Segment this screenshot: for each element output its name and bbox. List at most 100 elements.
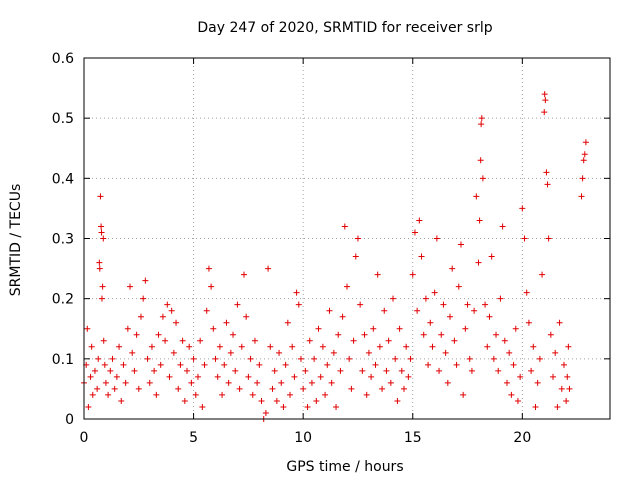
data-point [88, 343, 95, 350]
data-point [100, 235, 107, 242]
data-point [240, 271, 247, 278]
data-point [87, 373, 94, 380]
data-point [151, 367, 158, 374]
data-point [177, 361, 184, 368]
data-point [262, 409, 269, 416]
data-point [135, 385, 142, 392]
data-point [278, 379, 285, 386]
data-point [98, 229, 105, 236]
data-point [542, 97, 549, 104]
data-point [473, 193, 480, 200]
data-point [97, 193, 104, 200]
data-point [317, 373, 324, 380]
data-point [418, 253, 425, 260]
data-point [192, 391, 199, 398]
data-point [414, 307, 421, 314]
data-point [352, 253, 359, 260]
data-point [350, 337, 357, 344]
data-point [101, 361, 108, 368]
y-tick-label: 0.1 [52, 352, 74, 368]
data-point [140, 295, 147, 302]
data-point [422, 295, 429, 302]
data-point [457, 241, 464, 248]
data-point [449, 265, 456, 272]
data-point [525, 319, 532, 326]
data-point [273, 397, 280, 404]
data-points [81, 91, 589, 422]
data-point [488, 253, 495, 260]
data-point [319, 343, 326, 350]
data-point [482, 301, 489, 308]
data-point [197, 337, 204, 344]
data-point [541, 91, 548, 98]
data-point [113, 373, 120, 380]
data-point [131, 367, 138, 374]
data-point [385, 337, 392, 344]
data-point [306, 337, 313, 344]
data-point [478, 121, 485, 128]
data-point [517, 373, 524, 380]
data-point [230, 331, 237, 338]
data-point [304, 403, 311, 410]
data-point [227, 349, 234, 356]
data-point [153, 391, 160, 398]
data-point [479, 175, 486, 182]
data-point [536, 355, 543, 362]
data-point [99, 283, 106, 290]
data-point [578, 193, 585, 200]
data-point [297, 355, 304, 362]
data-point [471, 307, 478, 314]
data-point [558, 385, 565, 392]
data-point [403, 343, 410, 350]
data-point [398, 367, 405, 374]
data-point [118, 397, 125, 404]
data-point [411, 229, 418, 236]
data-point [486, 313, 493, 320]
data-point [363, 391, 370, 398]
data-point [170, 349, 177, 356]
data-point [238, 343, 245, 350]
data-point [282, 361, 289, 368]
data-point [315, 325, 322, 332]
data-point [521, 235, 528, 242]
data-point [354, 235, 361, 242]
data-point [416, 217, 423, 224]
data-point [495, 367, 502, 374]
data-point [194, 373, 201, 380]
data-point [205, 265, 212, 272]
data-point [400, 385, 407, 392]
data-point [497, 295, 504, 302]
data-point [440, 301, 447, 308]
data-point [420, 331, 427, 338]
data-point [580, 157, 587, 164]
data-point [311, 355, 318, 362]
data-point [381, 307, 388, 314]
data-point [181, 397, 188, 404]
y-tick-label: 0.4 [52, 171, 74, 187]
data-point [111, 385, 118, 392]
x-tick-label: 5 [189, 430, 198, 446]
data-point [506, 349, 513, 356]
data-point [120, 361, 127, 368]
data-point [287, 391, 294, 398]
data-point [225, 379, 232, 386]
y-tick-label: 0.5 [52, 111, 74, 127]
data-point [510, 361, 517, 368]
data-point [556, 319, 563, 326]
data-point [133, 331, 140, 338]
data-point [541, 109, 548, 116]
data-point [451, 337, 458, 344]
data-point [376, 343, 383, 350]
data-point [98, 223, 105, 230]
data-point [258, 397, 265, 404]
data-point [508, 391, 515, 398]
data-point [579, 175, 586, 182]
data-point [302, 367, 309, 374]
data-point [291, 373, 298, 380]
data-point [190, 355, 197, 362]
data-point [501, 337, 508, 344]
data-point [464, 301, 471, 308]
data-point [383, 367, 390, 374]
data-point [129, 349, 136, 356]
